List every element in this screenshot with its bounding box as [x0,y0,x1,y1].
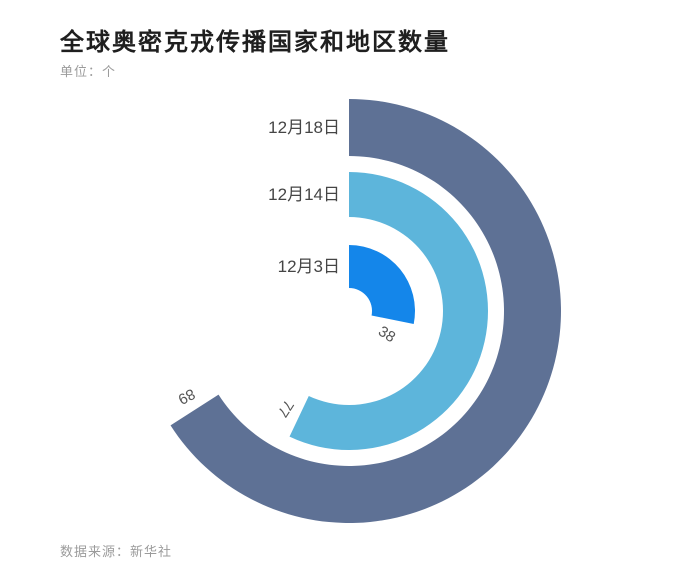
value-label-1: 77 [274,397,297,420]
chart-title: 全球奥密克戎传播国家和地区数量 [60,29,450,56]
value-label-0: 89 [175,385,198,408]
unit-label: 单位：个 [60,64,117,79]
radial-bar-segment-1 [289,172,489,450]
category-label-0: 12月18日 [268,118,340,137]
category-label-1: 12月14日 [268,185,340,204]
radial-bar-segment-0 [170,99,561,523]
category-label-2: 12月3日 [278,257,340,276]
source-label: 数据来源：新华社 [60,544,173,559]
value-label-2: 38 [375,323,398,346]
radial-bar-segment-2 [349,245,415,324]
